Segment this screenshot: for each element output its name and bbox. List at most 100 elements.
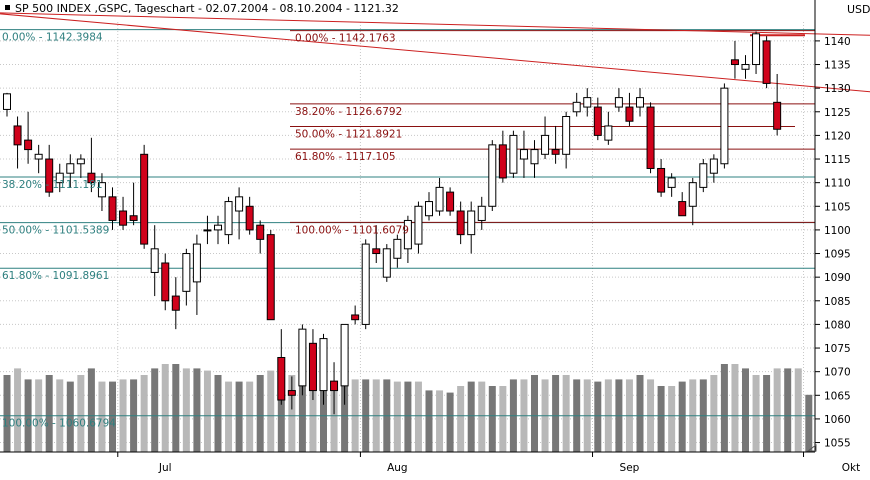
candle-body (108, 196, 117, 221)
volume-bar (467, 381, 475, 452)
candle-body (667, 177, 676, 188)
chart-title: SP 500 INDEX ,GSPC, Tageschart - 02.07.2… (15, 2, 399, 15)
y-tick-label: 1110 (824, 178, 851, 190)
y-tick-label: 1090 (824, 272, 851, 284)
y-tick-label: 1105 (824, 201, 851, 213)
volume-bar (14, 368, 22, 452)
volume-bar (66, 381, 74, 452)
volume-bar (214, 375, 222, 452)
candle-body (245, 205, 254, 231)
y-tick-label: 1125 (824, 107, 851, 119)
volume-bar (720, 364, 728, 452)
fib-label-set2: 100.00% - 1101.6079 (295, 224, 409, 236)
candle-body (182, 253, 191, 292)
fib-label-set2: 0.00% - 1142.1763 (295, 33, 396, 45)
y-tick-label: 1115 (824, 154, 851, 166)
candle-body (593, 106, 602, 136)
fib-label-set1: 0.00% - 1142.3984 (2, 32, 103, 44)
candle-body (773, 101, 782, 130)
candle-body (277, 356, 286, 401)
candle-body (382, 248, 391, 278)
candle-body (361, 243, 370, 325)
resize-corner-icon[interactable] (806, 444, 817, 452)
candle-body (308, 342, 317, 392)
candle-body (351, 314, 360, 321)
candle-body (646, 106, 655, 169)
volume-bar (668, 386, 676, 452)
volume-bar (531, 375, 538, 452)
candle-body (530, 149, 539, 165)
y-tick-label: 1060 (824, 414, 851, 426)
candle-body (488, 144, 497, 207)
candle-body (519, 149, 528, 160)
volume-bar (203, 370, 211, 452)
volume-bar (488, 386, 496, 452)
volume-bar (161, 364, 169, 452)
volume-bar (182, 368, 190, 452)
volume-bar (246, 381, 254, 452)
currency-label: USD (847, 3, 870, 16)
candle-body (425, 201, 433, 217)
volume-bar (45, 375, 53, 452)
candle-body (13, 125, 22, 146)
candle-body (298, 328, 307, 387)
y-tick-label: 1070 (824, 367, 851, 379)
candle-body (319, 338, 328, 392)
candle-body (678, 201, 687, 217)
candle-body (393, 238, 402, 259)
candle-body (55, 172, 64, 184)
candle-body (604, 125, 613, 141)
volume-bar (636, 375, 644, 452)
volume-bar (742, 368, 749, 452)
volume-bar (235, 381, 243, 452)
candle-body (752, 33, 761, 66)
volume-bar (309, 381, 317, 452)
volume-bar (341, 381, 349, 452)
y-tick-label: 1080 (824, 319, 851, 331)
volume-bar (794, 368, 802, 452)
volume-bar (256, 375, 264, 452)
candle-body (741, 64, 750, 70)
fib-label-set2: 61.80% - 1117.105 (295, 151, 396, 163)
candle-body (171, 295, 180, 311)
candle-body (287, 390, 296, 396)
volume-bar (552, 375, 560, 452)
candle-body (129, 215, 138, 221)
candle-body (330, 380, 339, 392)
candle-body (150, 248, 159, 273)
fib-label-set2: 50.00% - 1121.8921 (295, 128, 402, 140)
volume-bar (330, 386, 338, 452)
candle-body (477, 205, 486, 221)
axes: 1055 1060 1065 1070 1075 1080 1085 1090 1095 1100… (0, 0, 860, 474)
volume-bar (773, 368, 781, 452)
candle-body (140, 153, 149, 245)
candle-body (235, 196, 244, 212)
candle-body (45, 158, 54, 193)
volume-bar (320, 386, 327, 452)
volume-bar (288, 375, 296, 452)
volume-bar (752, 375, 760, 452)
fib-label-set1: 61.80% - 1091.8961 (2, 270, 109, 282)
candle-body (256, 224, 265, 240)
candle-body (87, 172, 96, 184)
volume-bar (225, 381, 233, 452)
volume-bar (710, 375, 718, 452)
candle-body (340, 323, 349, 387)
volume-bar (267, 370, 275, 452)
volume-bar (562, 375, 570, 452)
candle-body (161, 262, 170, 302)
volume-bar (404, 381, 412, 452)
candle-body (509, 134, 518, 174)
candle-body (456, 210, 465, 236)
candle-body (192, 243, 201, 283)
candle-body (688, 182, 697, 207)
volume-bar (414, 381, 422, 452)
fib-label-set1: 50.00% - 1101.5389 (2, 225, 109, 237)
x-tick-label: Sep (620, 462, 640, 474)
y-tick-label: 1075 (824, 343, 851, 355)
trendline (0, 13, 870, 93)
y-tick-label: 1100 (824, 225, 851, 237)
chart-menu-icon[interactable] (5, 5, 10, 10)
candle-body (541, 134, 550, 155)
volume-bar (457, 386, 465, 452)
